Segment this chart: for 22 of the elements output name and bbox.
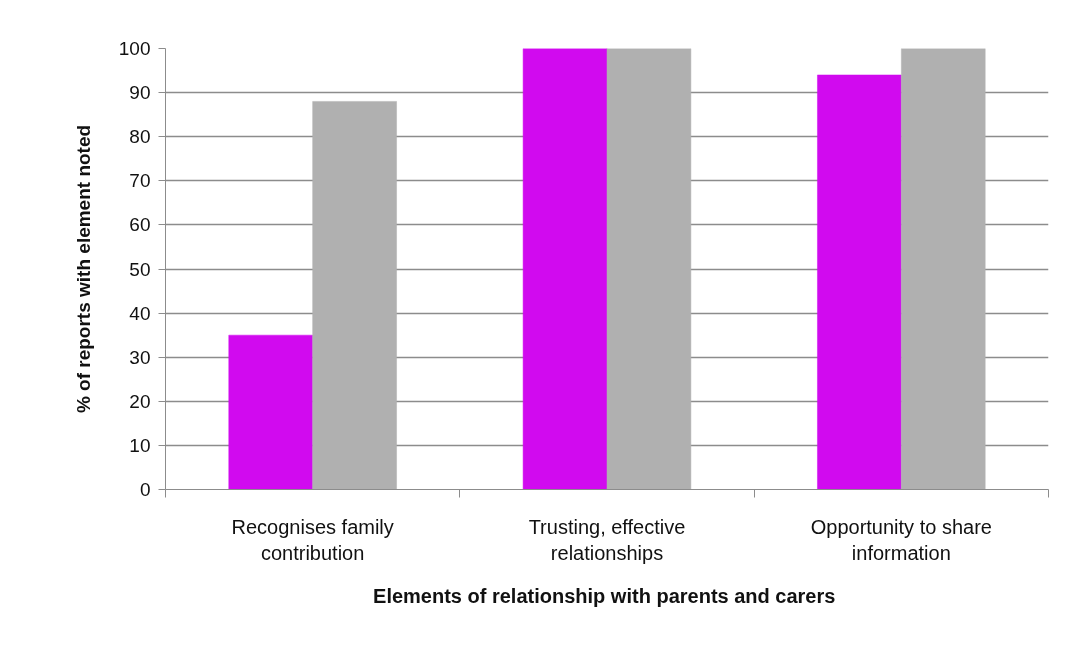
bar	[228, 334, 313, 490]
y-tick-label: 20	[129, 390, 151, 412]
y-tick-label: 10	[129, 434, 151, 456]
y-tick-label: 100	[118, 38, 151, 59]
y-tick-label: 60	[129, 214, 151, 236]
x-axis-title: Elements of relationship with parents and carers	[373, 584, 836, 607]
y-tick-label: 90	[129, 82, 151, 104]
bar	[606, 48, 692, 490]
y-tick-label: 80	[129, 126, 151, 148]
bar	[312, 101, 397, 490]
x-tick-label: Trusting, effective relationships	[528, 515, 686, 564]
y-axis-title: % of reports with element noted	[72, 124, 94, 414]
x-tick-label: Opportunity to share information	[810, 515, 992, 564]
y-tick-label: 70	[129, 170, 151, 192]
y-tick-label: 0	[139, 479, 151, 500]
y-tick-label: 40	[129, 302, 151, 324]
bar	[817, 74, 902, 490]
y-tick-label: 50	[129, 258, 151, 280]
bar	[901, 48, 986, 490]
x-tick-label: Recognises family contribution	[231, 515, 394, 564]
y-tick-label: 30	[129, 346, 151, 368]
bar	[522, 48, 608, 490]
